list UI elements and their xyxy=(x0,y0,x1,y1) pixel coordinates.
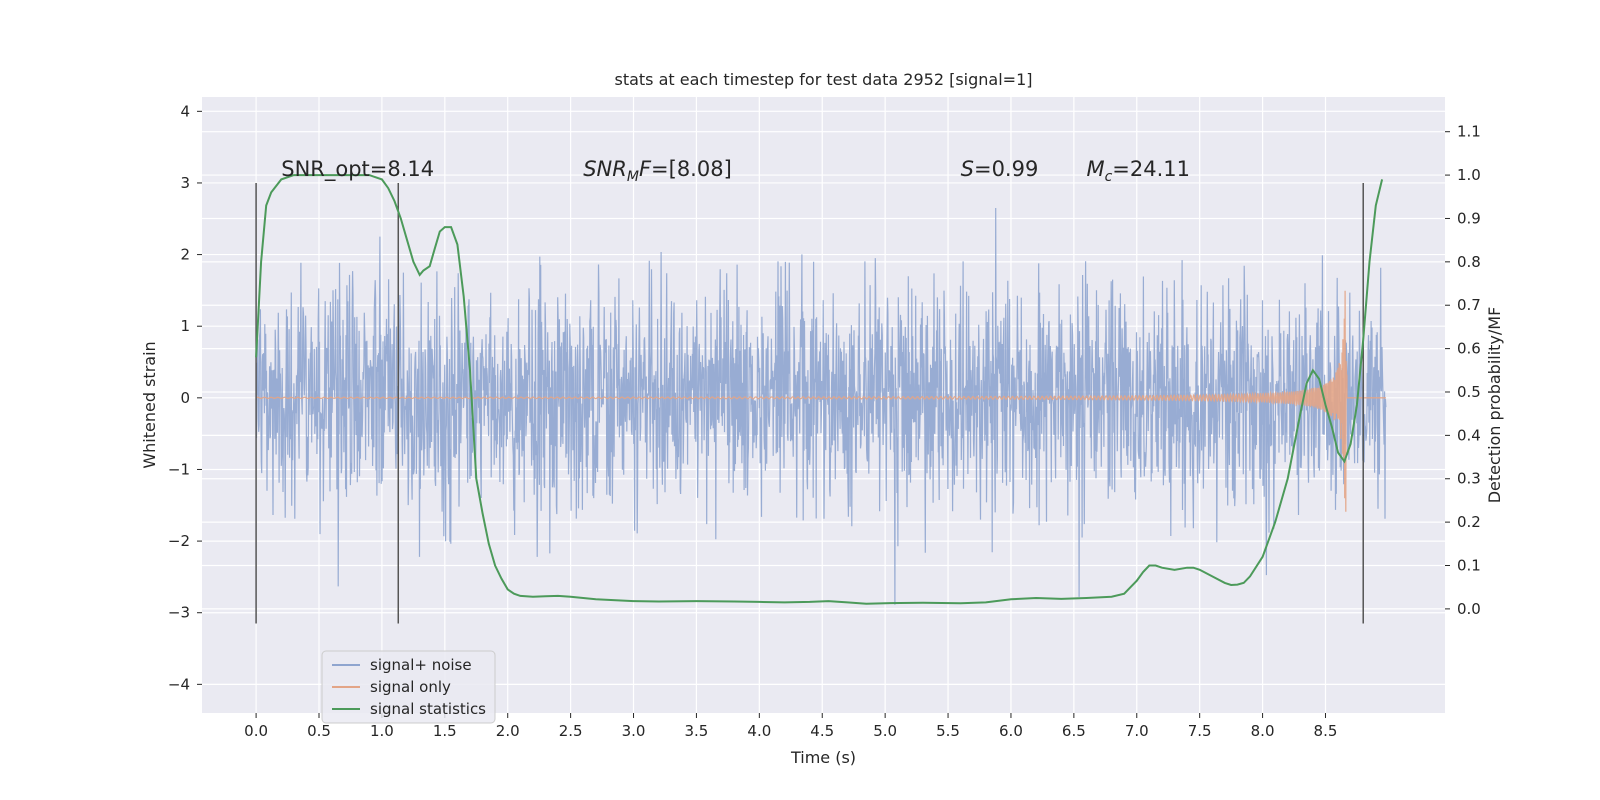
x-tick-label: 3.0 xyxy=(622,722,646,740)
y-tick-label: 2 xyxy=(180,246,190,264)
x-tick-label: 8.5 xyxy=(1314,722,1338,740)
x-tick-label: 3.5 xyxy=(685,722,709,740)
noise-trace xyxy=(255,207,1387,605)
y-tick-label: −3 xyxy=(168,604,190,622)
y-tick-label: 4 xyxy=(180,102,190,120)
annotation: SNR_opt=8.14 xyxy=(281,157,434,182)
legend-box xyxy=(321,650,496,724)
annotation: Mc=24.11 xyxy=(1086,157,1190,185)
y2-tick-label: 0.2 xyxy=(1457,513,1481,531)
legend-label: signal+ noise xyxy=(370,656,472,674)
x-tick-label: 1.5 xyxy=(433,722,457,740)
x-tick-label: 4.5 xyxy=(810,722,834,740)
x-tick-label: 7.5 xyxy=(1188,722,1212,740)
stats-trace xyxy=(255,174,1384,605)
legend-label: signal only xyxy=(370,678,451,696)
x-tick-label: 6.0 xyxy=(999,722,1023,740)
x-tick-label: 4.0 xyxy=(747,722,771,740)
signal-trace xyxy=(255,290,1386,512)
y2-tick-label: 0.5 xyxy=(1457,383,1481,401)
x-tick-label: 6.5 xyxy=(1062,722,1086,740)
y2-tick-label: 0.3 xyxy=(1457,470,1481,488)
axis-ticks: 0.0 0.5 1.0 1.5 2.0 2.5 3.0 3.5 4.0 4.5 5.0 5.5 6.0 6… xyxy=(168,102,1481,740)
x-tick-label: 0.0 xyxy=(244,722,268,740)
x-tick-label: 7.0 xyxy=(1125,722,1149,740)
y2-tick-label: 0.4 xyxy=(1457,426,1481,444)
y2-tick-label: 0.0 xyxy=(1457,600,1481,618)
annotation: S=0.99 xyxy=(961,157,1039,181)
x-tick-label: 5.5 xyxy=(936,722,960,740)
y-tick-label: −2 xyxy=(168,532,190,550)
marker-lines xyxy=(255,182,1364,624)
series-signal-statistics xyxy=(255,174,1384,605)
x-tick-label: 0.5 xyxy=(307,722,331,740)
y2-tick-label: 1.0 xyxy=(1457,166,1481,184)
y2-tick-label: 1.1 xyxy=(1457,123,1481,141)
x-tick-label: 2.5 xyxy=(559,722,583,740)
y2-axis-label: Detection probability/MF xyxy=(1485,307,1504,504)
y-tick-label: −1 xyxy=(168,460,190,478)
y2-tick-label: 0.6 xyxy=(1457,340,1481,358)
legend: signal+ noise signal only signal statistic… xyxy=(321,650,496,724)
y-tick-label: −4 xyxy=(168,675,190,693)
chart-title: stats at each timestep for test data 295… xyxy=(614,70,1032,89)
x-axis-label: Time (s) xyxy=(790,748,856,767)
x-tick-label: 1.0 xyxy=(370,722,394,740)
series-signal-only xyxy=(255,290,1386,512)
y2-tick-label: 0.7 xyxy=(1457,296,1481,314)
y-axis-label: Whitened strain xyxy=(140,341,159,468)
legend-label: signal statistics xyxy=(370,700,486,718)
y-tick-label: 3 xyxy=(180,174,190,192)
annotations: SNR_opt=8.14 SNRMF=[8.08] S=0.99 Mc=24.11 xyxy=(281,157,1190,185)
x-tick-label: 8.0 xyxy=(1251,722,1275,740)
y2-tick-label: 0.9 xyxy=(1457,209,1481,227)
annotation: SNRMF=[8.08] xyxy=(583,157,732,185)
x-tick-label: 5.0 xyxy=(873,722,897,740)
y2-tick-label: 0.8 xyxy=(1457,253,1481,271)
y2-tick-label: 0.1 xyxy=(1457,557,1481,575)
series-signal-noise xyxy=(255,207,1387,605)
y-tick-label: 1 xyxy=(180,317,190,335)
x-tick-label: 2.0 xyxy=(496,722,520,740)
y-tick-label: 0 xyxy=(180,389,190,407)
